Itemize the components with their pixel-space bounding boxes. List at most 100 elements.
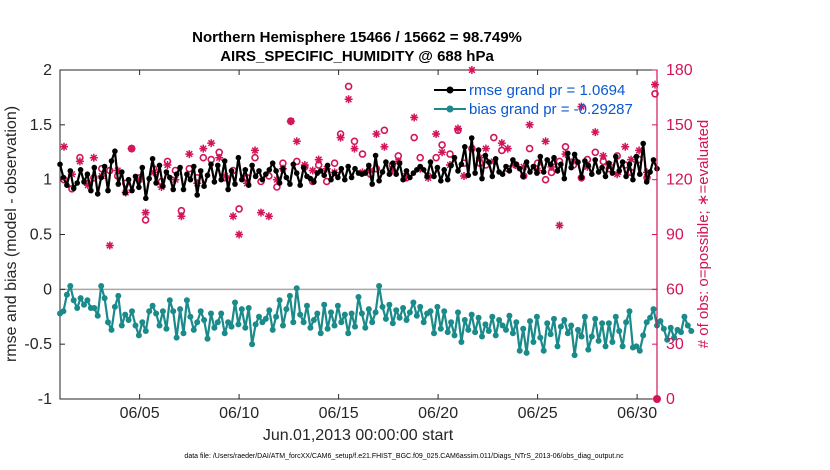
y-tick-right-label: 0 — [666, 391, 675, 408]
rmse-point — [122, 190, 128, 196]
bias-point — [276, 297, 283, 304]
rmse-point — [558, 161, 564, 168]
rmse-point — [403, 168, 410, 174]
rmse-point — [143, 195, 149, 202]
rmse-point — [204, 172, 211, 179]
obs-evaluated-point — [251, 146, 259, 155]
bias-point — [362, 324, 369, 331]
obs-evaluated-point — [207, 139, 216, 148]
rmse-point — [455, 168, 461, 174]
legend-rmse-label: rmse grand pr = 1.0694 — [469, 82, 625, 99]
bias-point — [451, 332, 458, 339]
rmse-point — [77, 167, 84, 173]
rmse-point — [153, 180, 159, 186]
rmse-point — [108, 158, 115, 164]
bias-point — [413, 312, 420, 319]
bias-point — [129, 308, 135, 315]
obs-possible-point — [344, 82, 353, 91]
bias-point — [588, 333, 595, 340]
rmse-point — [589, 171, 595, 177]
obs-possible-point — [235, 205, 243, 213]
rmse-point — [633, 153, 640, 160]
bias-point — [636, 347, 643, 354]
bias-point — [647, 314, 654, 321]
obs-evaluated-point — [599, 151, 608, 160]
rmse-point — [585, 162, 592, 169]
obs-possible-point — [525, 144, 534, 153]
rmse-point — [595, 169, 602, 175]
obs-evaluated-point — [467, 66, 476, 74]
bias-point — [448, 319, 455, 326]
obs-evaluated-point — [402, 172, 411, 180]
rmse-point — [119, 169, 125, 175]
bias-point — [376, 283, 383, 289]
obs-evaluated-point — [185, 150, 194, 159]
rmse-point — [465, 172, 472, 179]
bias-point — [431, 330, 437, 337]
rmse-point — [647, 169, 653, 175]
rmse-point — [201, 183, 207, 189]
rmse-point — [383, 159, 389, 165]
bias-point — [369, 319, 376, 326]
bias-point — [146, 308, 153, 315]
obs-evaluated-point — [272, 175, 281, 184]
rmse-point — [139, 164, 146, 171]
rmse-point — [420, 167, 427, 173]
rmse-point — [276, 180, 283, 186]
bias-point — [386, 301, 393, 308]
bias-point — [225, 319, 232, 326]
rmse-point — [321, 172, 328, 179]
bias-point — [273, 313, 280, 320]
bias-point — [63, 291, 70, 298]
bias-point — [406, 309, 413, 316]
obs-possible-point — [651, 90, 659, 98]
bias-point — [496, 317, 503, 323]
rmse-point — [84, 171, 91, 177]
obs-evaluated-point — [286, 117, 295, 126]
rmse-point — [366, 162, 372, 169]
obs-possible-point — [141, 216, 150, 224]
rmse-point — [70, 185, 77, 192]
bias-point — [190, 326, 197, 333]
y-axis-right-label: # of obs: o=possible; ∗=evaluated — [695, 120, 712, 349]
bias-point — [592, 315, 599, 322]
y-axis-ticks: -1 -0.5 0 0.5 1 1.5 2 — [24, 62, 65, 408]
rmse-point — [263, 171, 269, 177]
bias-point — [163, 325, 170, 332]
rmse-point — [317, 168, 324, 174]
y-tick-label: 2 — [43, 62, 52, 79]
rmse-point — [180, 186, 187, 193]
rmse-point — [544, 157, 550, 163]
bias-point — [266, 307, 273, 314]
bias-point — [108, 326, 115, 333]
bias-point — [513, 319, 520, 326]
rmse-point — [297, 182, 304, 188]
bias-point — [599, 320, 606, 327]
obs-evaluated-point — [105, 241, 114, 250]
rmse-point — [434, 164, 441, 171]
rmse-point — [156, 162, 163, 169]
obs-evaluated-point — [292, 137, 301, 146]
rmse-point — [300, 164, 307, 171]
x-axis-ticks: 06/05 06/10 06/15 06/20 06/25 06/30 — [120, 70, 657, 422]
y-tick-right-label: 60 — [666, 281, 684, 298]
bias-point — [516, 347, 523, 354]
bias-point — [482, 321, 489, 328]
bias-point — [530, 339, 537, 345]
rmse-point — [170, 186, 176, 193]
legend-bias-marker — [446, 105, 454, 113]
rmse-point — [177, 164, 183, 171]
bias-point — [595, 337, 602, 344]
obs-evaluated-point — [199, 144, 208, 153]
bias-point — [609, 339, 616, 345]
bias-point — [509, 330, 516, 337]
rmse-point — [249, 162, 255, 169]
obs-evaluated-point — [388, 166, 397, 175]
rmse-point — [503, 163, 509, 170]
rmse-point — [112, 148, 118, 154]
rmse-point — [547, 161, 554, 168]
bias-point — [520, 325, 527, 332]
rmse-point — [101, 163, 108, 170]
bias-point — [348, 310, 355, 317]
bias-point — [564, 330, 571, 337]
